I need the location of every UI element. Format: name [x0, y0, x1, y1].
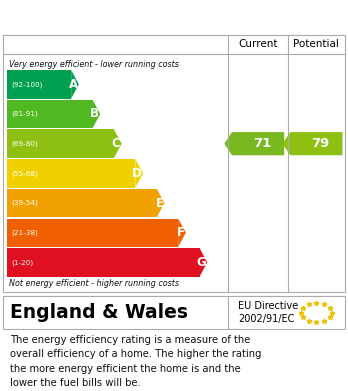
Text: England & Wales: England & Wales [10, 303, 188, 322]
Text: (55-68): (55-68) [11, 170, 38, 177]
Polygon shape [178, 219, 186, 247]
Text: (21-38): (21-38) [11, 230, 38, 236]
Bar [7, 129, 114, 158]
Polygon shape [114, 129, 122, 158]
Text: E: E [156, 197, 164, 210]
Polygon shape [224, 132, 284, 155]
Text: Potential: Potential [293, 39, 339, 50]
Text: The energy efficiency rating is a measure of the
overall efficiency of a home. T: The energy efficiency rating is a measur… [10, 335, 262, 388]
Text: G: G [196, 256, 206, 269]
Polygon shape [93, 100, 100, 128]
Text: (92-100): (92-100) [11, 81, 42, 88]
Text: Not energy efficient - higher running costs: Not energy efficient - higher running co… [9, 279, 179, 288]
Text: (1-20): (1-20) [11, 259, 33, 265]
Text: (69-80): (69-80) [11, 140, 38, 147]
Polygon shape [71, 70, 79, 99]
Polygon shape [200, 248, 207, 276]
Polygon shape [135, 159, 143, 188]
Text: Energy Efficiency Rating: Energy Efficiency Rating [10, 7, 250, 25]
Bar [7, 159, 135, 188]
Text: 79: 79 [311, 137, 329, 150]
Text: (81-91): (81-91) [11, 111, 38, 117]
Bar [7, 70, 71, 99]
Text: A: A [69, 78, 78, 91]
Text: EU Directive: EU Directive [238, 301, 299, 311]
Text: B: B [90, 108, 99, 120]
Text: D: D [132, 167, 142, 180]
Text: C: C [112, 137, 121, 150]
Text: F: F [177, 226, 185, 239]
Text: Current: Current [238, 39, 278, 50]
Text: 71: 71 [253, 137, 271, 150]
Polygon shape [283, 132, 342, 155]
Bar [7, 189, 157, 217]
Text: Very energy efficient - lower running costs: Very energy efficient - lower running co… [9, 60, 179, 69]
Bar [7, 219, 178, 247]
Text: 2002/91/EC: 2002/91/EC [238, 314, 295, 324]
Text: (39-54): (39-54) [11, 200, 38, 206]
Bar [7, 100, 93, 128]
Polygon shape [157, 189, 165, 217]
Bar [7, 248, 200, 276]
